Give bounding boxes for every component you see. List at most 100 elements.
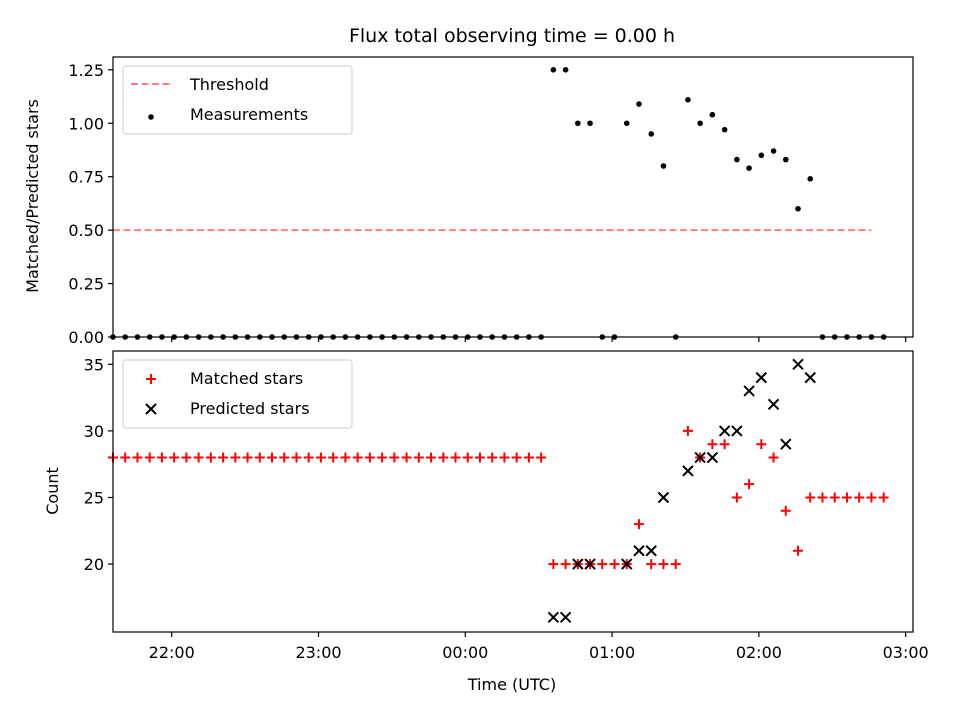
bottom-matched-point [548, 559, 559, 570]
bottom-matched-point [756, 439, 767, 450]
bottom-matched-point [389, 452, 400, 463]
top-ylabel: Matched/Predicted stars [23, 99, 42, 293]
top-measurement-point [697, 120, 703, 127]
top-measurement-point [636, 101, 642, 107]
bottom-matched-point [646, 559, 657, 570]
bottom-matched-point [303, 452, 314, 463]
bottom-legend-box [122, 359, 353, 429]
top-measurement-point [770, 148, 777, 154]
top-measurement-point [685, 96, 691, 103]
bottom-matched-point [169, 452, 180, 463]
bottom-matched-point [487, 452, 498, 463]
bottom-matched-point [193, 452, 204, 463]
bottom-matched-point [511, 452, 522, 463]
bottom-legend-predicted-swatch [145, 403, 157, 415]
bottom-matched-point [291, 452, 302, 463]
bottom-matched-point [633, 519, 644, 530]
top-measurement-point [746, 165, 752, 171]
bottom-matched-point [841, 492, 852, 503]
bottom-predicted-point [559, 611, 572, 624]
top-measurement-point [758, 152, 765, 159]
top-measurement-point [660, 163, 667, 169]
top-measurement-point [709, 111, 716, 118]
top-ytick-label: 0.25 [68, 275, 104, 294]
top-legend-label: Measurements [190, 105, 308, 124]
bottom-ytick-label: 25 [84, 488, 104, 507]
bottom-matched-point [768, 452, 779, 463]
bottom-matched-point [377, 452, 388, 463]
top-measurement-point [562, 67, 569, 73]
top-measurement-point [782, 156, 789, 163]
bottom-matched-point [658, 559, 669, 570]
bottom-xtick-label: 22:00 [149, 643, 195, 662]
bottom-matched-point [707, 439, 718, 450]
bottom-matched-point [523, 452, 534, 463]
top-measurement-point [648, 131, 655, 137]
bottom-matched-point [181, 452, 192, 463]
bottom-matched-point [719, 439, 730, 450]
bottom-ytick-label: 35 [84, 355, 104, 374]
bottom-matched-point [364, 452, 375, 463]
bottom-matched-point [340, 452, 351, 463]
bottom-predicted-point [621, 558, 633, 570]
bottom-predicted-point [694, 451, 706, 464]
bottom-xtick-label: 23:00 [295, 643, 341, 662]
top-measurement-point [623, 120, 630, 127]
bottom-matched-point [144, 452, 155, 463]
top-panel: 0.00 0.25 0.50 0.75 1.00 1.25 Threshold Measur… [23, 56, 914, 347]
bottom-predicted-point [767, 398, 780, 410]
bottom-legend: Matched stars Predicted stars [122, 359, 353, 429]
bottom-predicted-point [547, 611, 560, 624]
bottom-legend-label: Matched stars [190, 369, 303, 388]
bottom-matched-point [744, 479, 755, 490]
bottom-predicted-point [755, 371, 768, 384]
top-legend-measurement-swatch [148, 114, 154, 120]
bottom-xtick-label: 03:00 [883, 643, 929, 662]
bottom-legend-label: Predicted stars [190, 399, 310, 418]
bottom-matched-point [352, 452, 363, 463]
bottom-matched-point [866, 492, 877, 503]
bottom-matched-point [878, 492, 889, 503]
top-measurement-point [575, 120, 581, 127]
top-marks: 0.00 0.25 0.50 0.75 1.00 1.25 [68, 56, 914, 347]
bottom-predicted-point [584, 558, 596, 570]
bottom-ylabel: Count [43, 467, 62, 515]
bottom-matched-point [536, 452, 547, 463]
bottom-matched-point [315, 452, 326, 463]
bottom-ytick-label: 20 [84, 555, 104, 574]
bottom-matched-point [817, 492, 828, 503]
bottom-xlabel: Time (UTC) [467, 675, 556, 694]
bottom-panel: 20 25 30 35 22:00 23:00 00:00 01:00 02:00 03:00 M… [43, 350, 929, 694]
top-ytick-label: 1.00 [68, 114, 104, 133]
bottom-marks: 20 25 30 35 22:00 23:00 00:00 01:00 02:00 03:00 [84, 350, 929, 662]
top-measurement-point [734, 156, 740, 163]
bottom-matched-point [205, 452, 216, 463]
bottom-matched-point [401, 452, 412, 463]
bottom-matched-point [609, 559, 620, 570]
bottom-matched-point [731, 492, 742, 503]
bottom-matched-point [279, 452, 290, 463]
bottom-predicted-point [572, 558, 584, 570]
top-ytick-label: 0.75 [68, 168, 104, 187]
top-ytick-label: 0.00 [68, 328, 104, 347]
bottom-matched-point [560, 559, 571, 570]
bottom-predicted-point [633, 545, 645, 557]
bottom-matched-point [438, 452, 449, 463]
bottom-matched-point [474, 452, 485, 463]
bottom-matched-point [267, 452, 278, 463]
bottom-matched-point [132, 452, 143, 463]
bottom-matched-point [462, 452, 473, 463]
bottom-matched-point [120, 452, 131, 463]
top-legend: Threshold Measurements [122, 65, 353, 135]
bottom-matched-point [328, 452, 339, 463]
bottom-matched-point [780, 505, 791, 516]
top-measurement-point [587, 120, 593, 127]
bottom-xtick-label: 00:00 [442, 643, 488, 662]
bottom-matched-point [426, 452, 437, 463]
bottom-axes-frame [112, 350, 914, 633]
top-legend-box [122, 65, 353, 135]
top-ytick-label: 0.50 [68, 221, 104, 240]
bottom-matched-point [805, 492, 816, 503]
top-axes-frame [112, 56, 914, 338]
